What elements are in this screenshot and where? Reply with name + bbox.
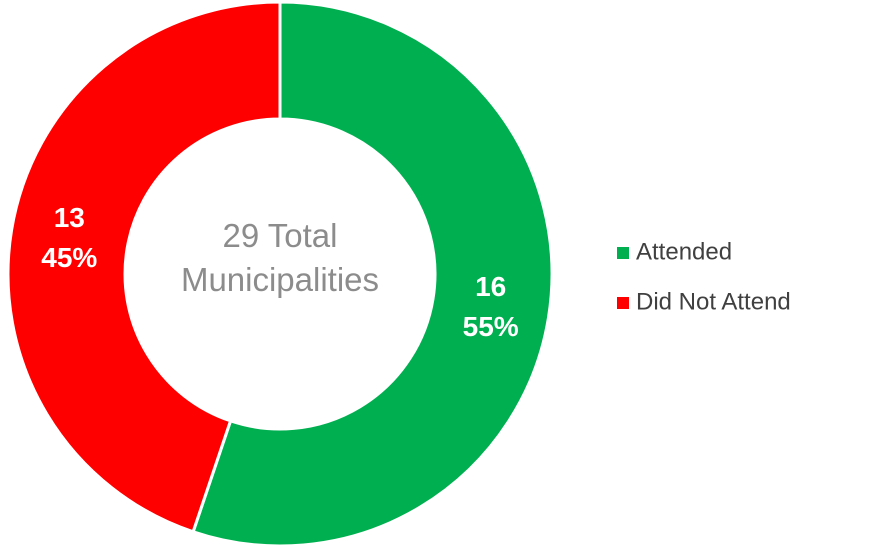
center-label: 29 Total Municipalities [180,217,380,298]
legend-label: Did Not Attend [636,288,791,315]
slice [6,0,282,534]
legend-swatch [617,247,629,259]
legend-swatch [617,297,629,309]
percent-label: 45% [41,242,97,273]
percent-label: 55% [463,311,519,342]
legend-label: Attended [636,238,732,265]
slice [191,0,554,547]
value-label: 13 [54,202,85,233]
value-label: 16 [475,271,506,302]
